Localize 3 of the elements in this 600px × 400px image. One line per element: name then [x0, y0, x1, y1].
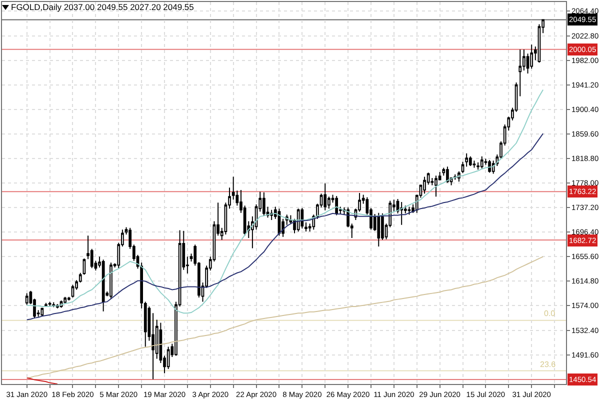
annotation: 0.0 [544, 309, 556, 318]
chart-title: FGOLD,Daily 2037.00 2049.55 2027.20 2049.55 [11, 2, 194, 12]
annotation: 23.6 [540, 360, 556, 369]
